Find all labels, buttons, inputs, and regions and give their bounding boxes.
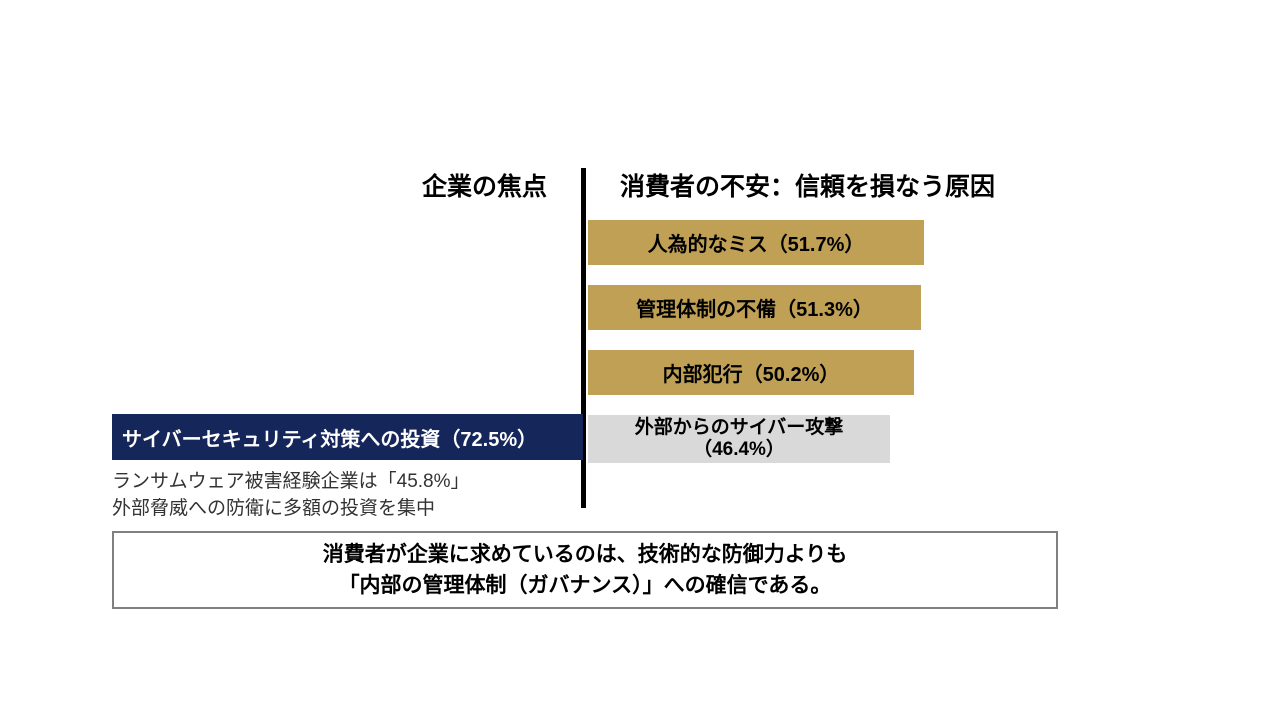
center-divider-line <box>581 168 586 508</box>
bar-external-cyberattack: 外部からのサイバー攻撃 （46.4%） <box>588 415 890 463</box>
bar-insider-crime: 内部犯行（50.2%） <box>588 350 914 395</box>
left-column-header: 企業の焦点 <box>421 173 547 201</box>
conclusion-box: 消費者が企業に求めているのは、技術的な防御力よりも 「内部の管理体制（ガバナンス… <box>112 531 1058 609</box>
bar-insider-crime-label: 内部犯行（50.2%） <box>662 364 840 386</box>
bar-cybersecurity-investment: サイバーセキュリティ対策への投資（72.5%） <box>112 414 583 460</box>
right-column-header: 消費者の不安：信頼を損なう原因 <box>620 173 996 201</box>
ransomware-note: ランサムウェア被害経験企業は「45.8%」 外部脅威への防衛に多額の投資を集中 <box>112 468 470 522</box>
conclusion-line2: 「内部の管理体制（ガバナンス）」への確信である。 <box>338 574 832 597</box>
bar-cybersecurity-investment-label: サイバーセキュリティ対策への投資（72.5%） <box>122 428 538 451</box>
ransomware-note-line1: ランサムウェア被害経験企業は「45.8%」 <box>112 471 470 492</box>
bar-management-deficiency: 管理体制の不備（51.3%） <box>588 285 921 330</box>
conclusion-line1: 消費者が企業に求めているのは、技術的な防御力よりも <box>322 543 848 566</box>
bar-external-cyberattack-label-line1: 外部からのサイバー攻撃 <box>634 417 844 438</box>
bar-human-error-label: 人為的なミス（51.7%） <box>647 234 865 256</box>
bar-human-error: 人為的なミス（51.7%） <box>588 220 924 265</box>
bar-management-deficiency-label: 管理体制の不備（51.3%） <box>636 299 873 321</box>
ransomware-note-line2: 外部脅威への防衛に多額の投資を集中 <box>112 498 436 519</box>
bar-external-cyberattack-label-line2: （46.4%） <box>693 439 785 460</box>
